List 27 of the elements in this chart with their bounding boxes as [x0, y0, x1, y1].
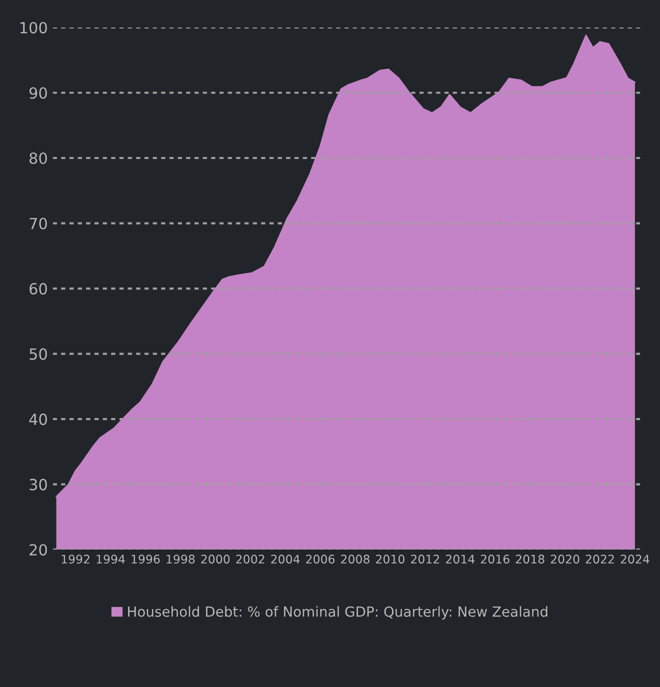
y-tick-label: 30: [30, 478, 47, 490]
y-tick-label: 100: [20, 22, 47, 34]
x-tick-label: 2024: [620, 554, 650, 564]
x-tick-label: 2022: [586, 554, 614, 564]
y-tick-label: 50: [30, 348, 47, 360]
y-tick-label: 80: [30, 152, 47, 164]
y-tick-label: 20: [30, 544, 47, 556]
x-tick-label: 1996: [132, 554, 160, 564]
x-tick-label: 2006: [306, 554, 335, 564]
x-tick-label: 2014: [446, 554, 474, 564]
x-tick-label: 1992: [62, 554, 90, 564]
y-tick-label: 90: [29, 87, 47, 99]
x-tick-label: 2010: [376, 554, 404, 564]
x-tick-label: 2018: [516, 554, 544, 564]
x-tick-label: 2008: [341, 554, 370, 564]
x-tick-label: 2002: [236, 554, 264, 564]
x-tick-label: 2004: [271, 554, 300, 564]
x-tick-label: 2000: [201, 554, 230, 564]
y-tick-label: 40: [29, 414, 47, 426]
x-tick-label: 2012: [411, 554, 440, 564]
x-tick-label: 2016: [480, 554, 510, 564]
y-tick-label: 70: [30, 218, 47, 230]
legend-label: Household Debt: % of Nominal GDP: Quarterly: New Zealand: [128, 606, 548, 620]
y-tick-label: 60: [30, 283, 47, 295]
x-tick-label: 2020: [550, 554, 580, 564]
x-tick-label: 1998: [166, 554, 195, 564]
x-tick-label: 1994: [96, 554, 125, 564]
